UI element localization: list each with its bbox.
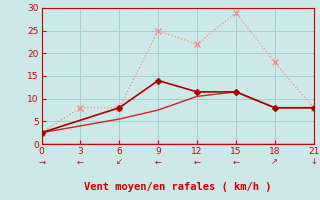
Text: ←: ← [194, 158, 201, 166]
Text: ←: ← [232, 158, 239, 166]
Text: ↗: ↗ [271, 158, 278, 166]
Text: ←: ← [77, 158, 84, 166]
Text: ↓: ↓ [310, 158, 317, 166]
Text: →: → [38, 158, 45, 166]
Text: ←: ← [155, 158, 162, 166]
Text: Vent moyen/en rafales ( km/h ): Vent moyen/en rafales ( km/h ) [84, 182, 271, 192]
Text: ↙: ↙ [116, 158, 123, 166]
